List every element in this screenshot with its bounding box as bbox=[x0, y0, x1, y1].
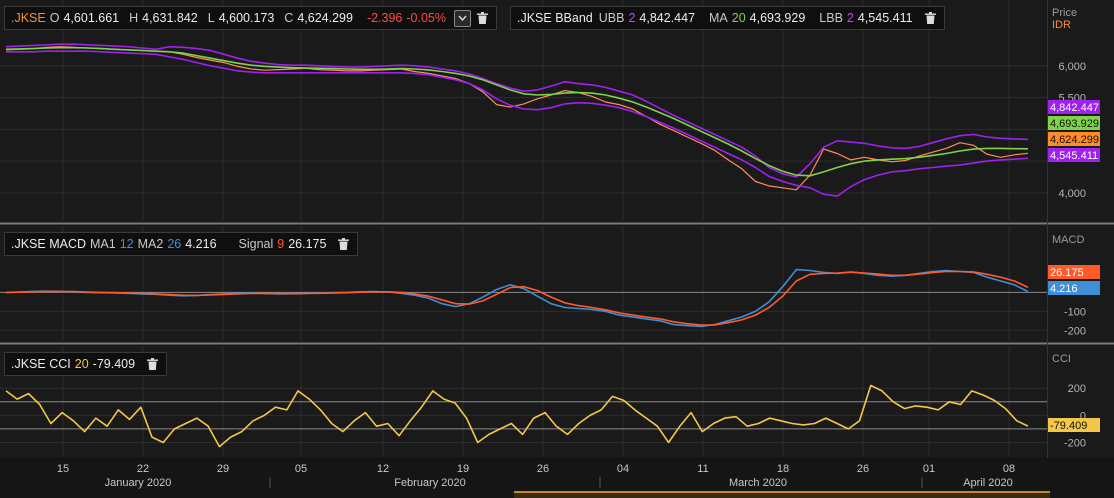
x-tick-label: 26 bbox=[857, 463, 869, 475]
x-tick-label: 04 bbox=[617, 463, 629, 475]
y-tick-label: 200 bbox=[1068, 383, 1086, 395]
high-key: H bbox=[129, 11, 139, 25]
bband-title[interactable]: .JKSE BBand bbox=[517, 11, 593, 25]
last-value-label: 4,842.447 bbox=[1050, 102, 1099, 114]
signal-value: 26.175 bbox=[288, 237, 327, 251]
x-tick-label: 12 bbox=[377, 463, 389, 475]
month-label: January 2020 bbox=[105, 477, 172, 489]
last-value-badge bbox=[1048, 265, 1100, 279]
signal-series-line bbox=[5, 270, 1029, 326]
price-panel[interactable] bbox=[0, 0, 1114, 222]
cci-title[interactable]: .JKSE CCI bbox=[11, 357, 71, 371]
x-tick-label: 05 bbox=[295, 463, 307, 475]
chevron-down-icon[interactable] bbox=[454, 9, 471, 27]
low-value: 4,600.173 bbox=[218, 11, 275, 25]
signal-key: Signal bbox=[238, 237, 274, 251]
last-value-label: 26.175 bbox=[1050, 267, 1084, 279]
month-label: April 2020 bbox=[963, 477, 1013, 489]
last-value-badge bbox=[1048, 418, 1100, 432]
currency-label: IDR bbox=[1052, 19, 1071, 31]
ma-period: 20 bbox=[731, 11, 746, 25]
cci-legend: .JKSE CCI 20 -79.409 bbox=[4, 352, 168, 376]
macd-title[interactable]: .JKSE MACD bbox=[11, 237, 87, 251]
trash-icon[interactable] bbox=[923, 11, 938, 26]
ma-series-line bbox=[5, 46, 1029, 177]
ma-value: 4,693.929 bbox=[749, 11, 806, 25]
open-key: O bbox=[49, 11, 60, 25]
lbb-value: 4,545.411 bbox=[857, 11, 913, 25]
last-value-badge bbox=[1048, 100, 1100, 114]
x-tick-label: 08 bbox=[1003, 463, 1015, 475]
trash-icon[interactable] bbox=[145, 357, 160, 372]
x-tick-label: 11 bbox=[697, 463, 708, 475]
last-value-label: 4,545.411 bbox=[1050, 150, 1098, 162]
ubb-series-line bbox=[5, 43, 1029, 178]
last-value-label: 4,693.929 bbox=[1050, 118, 1099, 130]
close-key: C bbox=[284, 11, 294, 25]
last-value-badge bbox=[1048, 132, 1100, 146]
cci-axis-title: CCI bbox=[1052, 353, 1071, 365]
close-value: 4,624.299 bbox=[297, 11, 353, 25]
ubb-key: UBB bbox=[598, 11, 625, 25]
change-value: -2.396 bbox=[366, 11, 403, 25]
month-label: March 2020 bbox=[729, 477, 787, 489]
x-tick-label: 22 bbox=[137, 463, 149, 475]
ma1-key: MA1 bbox=[90, 237, 116, 251]
signal-period: 9 bbox=[277, 237, 285, 251]
y-tick-label: -200 bbox=[1064, 325, 1086, 337]
ma-key: MA bbox=[709, 11, 728, 25]
high-value: 4,631.842 bbox=[142, 11, 198, 25]
range-scrollbar[interactable] bbox=[514, 491, 1050, 498]
symbol-label[interactable]: .JKSE bbox=[11, 11, 46, 25]
low-key: L bbox=[207, 11, 215, 25]
x-tick-label: 18 bbox=[777, 463, 789, 475]
y-tick-label: 0 bbox=[1080, 410, 1086, 422]
lbb-period: 2 bbox=[846, 11, 854, 25]
ubb-value: 4,842.447 bbox=[639, 11, 696, 25]
y-tick-label: -100 bbox=[1064, 306, 1086, 318]
cci-series-line bbox=[5, 384, 1029, 448]
last-value-label: 4.216 bbox=[1050, 283, 1078, 295]
ma2-period: 26 bbox=[167, 237, 182, 251]
x-tick-label: 26 bbox=[537, 463, 549, 475]
x-tick-label: 29 bbox=[217, 463, 229, 475]
last-value-badge bbox=[1048, 116, 1100, 130]
last-value-badge bbox=[1048, 281, 1100, 295]
lbb-series-line bbox=[6, 50, 1029, 197]
ma1-period: 12 bbox=[119, 237, 134, 251]
last-value-badge bbox=[1048, 148, 1100, 162]
lbb-key: LBB bbox=[819, 11, 843, 25]
ubb-period: 2 bbox=[628, 11, 636, 25]
change-pct: -0.05% bbox=[406, 11, 446, 25]
x-tick-label: 01 bbox=[923, 463, 935, 475]
x-tick-label: 19 bbox=[457, 463, 469, 475]
price-legend: .JKSE O 4,601.661 H 4,631.842 L 4,600.173 C… bbox=[4, 6, 497, 30]
last-value-label: -79.409 bbox=[1050, 420, 1087, 432]
ma2-key: MA2 bbox=[137, 237, 164, 251]
y-tick-label: 4,000 bbox=[1058, 188, 1086, 200]
x-tick-label: 15 bbox=[57, 463, 69, 475]
price-axis-title: Price bbox=[1052, 7, 1078, 19]
macd-value: 4.216 bbox=[185, 237, 217, 251]
month-label: February 2020 bbox=[394, 477, 466, 489]
cci-panel[interactable] bbox=[0, 345, 1114, 457]
trash-icon[interactable] bbox=[475, 11, 490, 26]
y-tick-label: -200 bbox=[1064, 438, 1086, 450]
cci-period: 20 bbox=[74, 357, 89, 371]
macd-legend: .JKSE MACD MA1 12 MA2 26 4.216 Signal 9 26.17… bbox=[4, 232, 359, 256]
open-value: 4,601.661 bbox=[63, 11, 120, 25]
last-value-label: 4,624.299 bbox=[1050, 134, 1099, 146]
trash-icon[interactable] bbox=[336, 237, 351, 252]
macd-axis-title: MACD bbox=[1052, 234, 1085, 246]
y-tick-label: 6,000 bbox=[1058, 61, 1086, 73]
bband-legend: .JKSE BBand UBB 2 4,842.447 MA 20 4,693.929 … bbox=[510, 6, 945, 30]
cci-value: -79.409 bbox=[92, 357, 136, 371]
